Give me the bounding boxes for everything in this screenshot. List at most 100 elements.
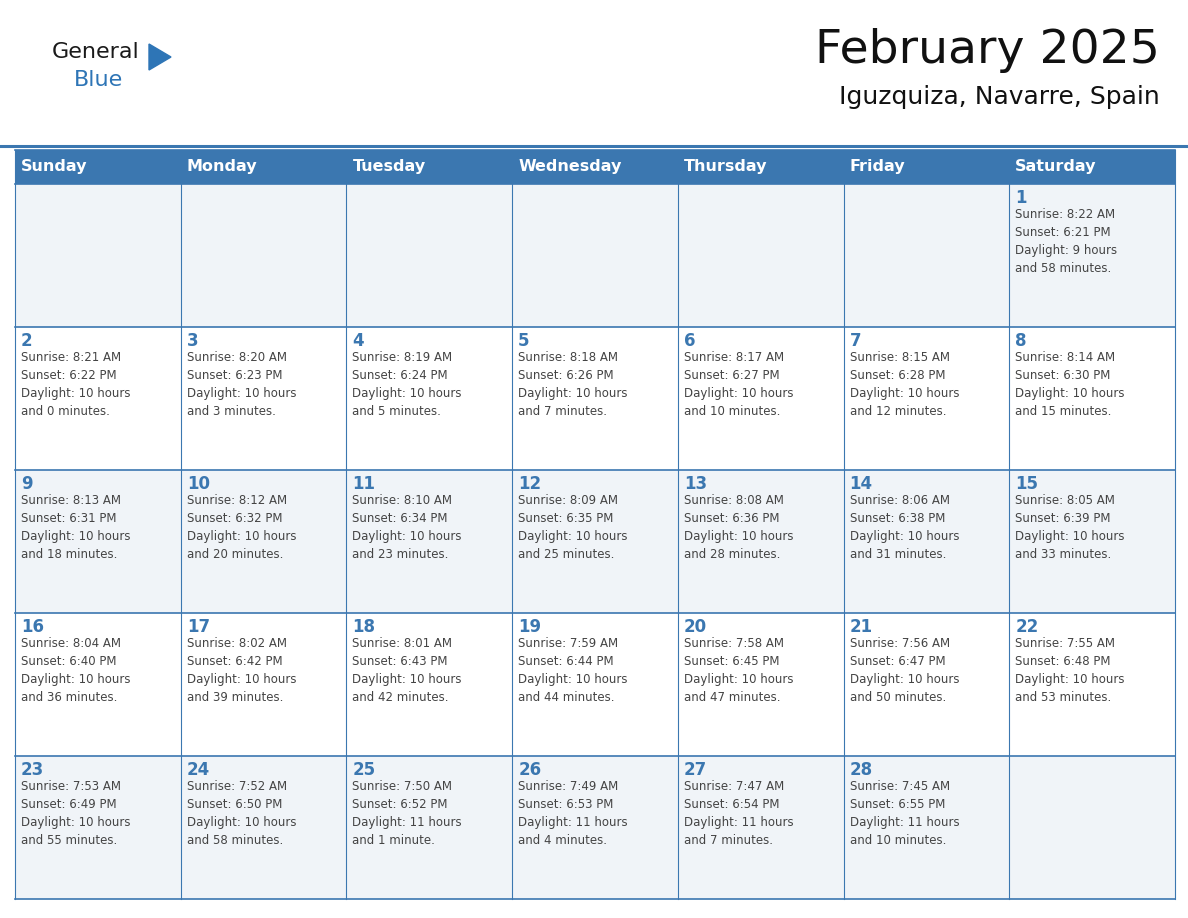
Text: Thursday: Thursday bbox=[684, 160, 767, 174]
Bar bbox=[1010, 756, 1175, 899]
Text: 25: 25 bbox=[353, 761, 375, 779]
Text: 15: 15 bbox=[1016, 475, 1038, 493]
Bar bbox=[347, 327, 512, 470]
Bar bbox=[678, 470, 843, 613]
Bar bbox=[512, 613, 678, 756]
Bar bbox=[678, 150, 843, 184]
Bar bbox=[15, 184, 181, 327]
Bar bbox=[843, 327, 1010, 470]
Text: Sunrise: 8:20 AM
Sunset: 6:23 PM
Daylight: 10 hours
and 3 minutes.: Sunrise: 8:20 AM Sunset: 6:23 PM Dayligh… bbox=[187, 351, 296, 418]
Bar bbox=[678, 327, 843, 470]
Text: February 2025: February 2025 bbox=[815, 28, 1159, 73]
Text: Sunrise: 7:59 AM
Sunset: 6:44 PM
Daylight: 10 hours
and 44 minutes.: Sunrise: 7:59 AM Sunset: 6:44 PM Dayligh… bbox=[518, 637, 627, 704]
Text: 26: 26 bbox=[518, 761, 542, 779]
Bar bbox=[1010, 613, 1175, 756]
Bar bbox=[512, 184, 678, 327]
Text: Sunrise: 8:22 AM
Sunset: 6:21 PM
Daylight: 9 hours
and 58 minutes.: Sunrise: 8:22 AM Sunset: 6:21 PM Dayligh… bbox=[1016, 208, 1118, 275]
Text: Sunrise: 8:09 AM
Sunset: 6:35 PM
Daylight: 10 hours
and 25 minutes.: Sunrise: 8:09 AM Sunset: 6:35 PM Dayligh… bbox=[518, 494, 627, 561]
Bar bbox=[15, 470, 181, 613]
Text: 12: 12 bbox=[518, 475, 542, 493]
Text: Sunrise: 7:58 AM
Sunset: 6:45 PM
Daylight: 10 hours
and 47 minutes.: Sunrise: 7:58 AM Sunset: 6:45 PM Dayligh… bbox=[684, 637, 794, 704]
Text: 23: 23 bbox=[21, 761, 44, 779]
Text: Sunrise: 8:17 AM
Sunset: 6:27 PM
Daylight: 10 hours
and 10 minutes.: Sunrise: 8:17 AM Sunset: 6:27 PM Dayligh… bbox=[684, 351, 794, 418]
Bar bbox=[15, 613, 181, 756]
Text: 19: 19 bbox=[518, 618, 542, 636]
Text: 28: 28 bbox=[849, 761, 873, 779]
Polygon shape bbox=[148, 44, 171, 70]
Text: Sunrise: 8:12 AM
Sunset: 6:32 PM
Daylight: 10 hours
and 20 minutes.: Sunrise: 8:12 AM Sunset: 6:32 PM Dayligh… bbox=[187, 494, 296, 561]
Bar bbox=[512, 150, 678, 184]
Text: 5: 5 bbox=[518, 332, 530, 350]
Text: 21: 21 bbox=[849, 618, 873, 636]
Bar bbox=[512, 470, 678, 613]
Text: 4: 4 bbox=[353, 332, 364, 350]
Text: Sunrise: 8:08 AM
Sunset: 6:36 PM
Daylight: 10 hours
and 28 minutes.: Sunrise: 8:08 AM Sunset: 6:36 PM Dayligh… bbox=[684, 494, 794, 561]
Bar bbox=[181, 150, 347, 184]
Bar bbox=[347, 613, 512, 756]
Bar bbox=[181, 327, 347, 470]
Text: Sunrise: 8:04 AM
Sunset: 6:40 PM
Daylight: 10 hours
and 36 minutes.: Sunrise: 8:04 AM Sunset: 6:40 PM Dayligh… bbox=[21, 637, 131, 704]
Bar bbox=[843, 613, 1010, 756]
Text: Sunrise: 7:52 AM
Sunset: 6:50 PM
Daylight: 10 hours
and 58 minutes.: Sunrise: 7:52 AM Sunset: 6:50 PM Dayligh… bbox=[187, 780, 296, 847]
Text: Sunrise: 8:13 AM
Sunset: 6:31 PM
Daylight: 10 hours
and 18 minutes.: Sunrise: 8:13 AM Sunset: 6:31 PM Dayligh… bbox=[21, 494, 131, 561]
Text: Sunrise: 8:06 AM
Sunset: 6:38 PM
Daylight: 10 hours
and 31 minutes.: Sunrise: 8:06 AM Sunset: 6:38 PM Dayligh… bbox=[849, 494, 959, 561]
Text: 24: 24 bbox=[187, 761, 210, 779]
Bar bbox=[1010, 470, 1175, 613]
Text: 3: 3 bbox=[187, 332, 198, 350]
Bar bbox=[678, 184, 843, 327]
Bar bbox=[15, 327, 181, 470]
Text: Sunrise: 7:50 AM
Sunset: 6:52 PM
Daylight: 11 hours
and 1 minute.: Sunrise: 7:50 AM Sunset: 6:52 PM Dayligh… bbox=[353, 780, 462, 847]
Text: Sunrise: 8:15 AM
Sunset: 6:28 PM
Daylight: 10 hours
and 12 minutes.: Sunrise: 8:15 AM Sunset: 6:28 PM Dayligh… bbox=[849, 351, 959, 418]
Text: 22: 22 bbox=[1016, 618, 1038, 636]
Text: 8: 8 bbox=[1016, 332, 1026, 350]
Bar bbox=[512, 756, 678, 899]
Text: Sunrise: 8:21 AM
Sunset: 6:22 PM
Daylight: 10 hours
and 0 minutes.: Sunrise: 8:21 AM Sunset: 6:22 PM Dayligh… bbox=[21, 351, 131, 418]
Bar bbox=[843, 150, 1010, 184]
Text: 7: 7 bbox=[849, 332, 861, 350]
Text: 16: 16 bbox=[21, 618, 44, 636]
Text: Tuesday: Tuesday bbox=[353, 160, 425, 174]
Text: 20: 20 bbox=[684, 618, 707, 636]
Text: Saturday: Saturday bbox=[1016, 160, 1097, 174]
Text: 1: 1 bbox=[1016, 189, 1026, 207]
Text: Monday: Monday bbox=[187, 160, 258, 174]
Bar bbox=[347, 756, 512, 899]
Bar bbox=[512, 327, 678, 470]
Bar bbox=[843, 470, 1010, 613]
Bar bbox=[1010, 184, 1175, 327]
Bar bbox=[1010, 150, 1175, 184]
Text: Sunrise: 8:05 AM
Sunset: 6:39 PM
Daylight: 10 hours
and 33 minutes.: Sunrise: 8:05 AM Sunset: 6:39 PM Dayligh… bbox=[1016, 494, 1125, 561]
Text: Sunday: Sunday bbox=[21, 160, 88, 174]
Bar bbox=[15, 150, 181, 184]
Bar bbox=[181, 756, 347, 899]
Text: Blue: Blue bbox=[74, 70, 124, 90]
Text: 9: 9 bbox=[21, 475, 32, 493]
Bar bbox=[181, 470, 347, 613]
Bar bbox=[843, 756, 1010, 899]
Bar bbox=[347, 184, 512, 327]
Text: Sunrise: 7:53 AM
Sunset: 6:49 PM
Daylight: 10 hours
and 55 minutes.: Sunrise: 7:53 AM Sunset: 6:49 PM Dayligh… bbox=[21, 780, 131, 847]
Text: 13: 13 bbox=[684, 475, 707, 493]
Bar bbox=[843, 184, 1010, 327]
Text: 11: 11 bbox=[353, 475, 375, 493]
Bar bbox=[678, 613, 843, 756]
Text: 27: 27 bbox=[684, 761, 707, 779]
Text: Iguzquiza, Navarre, Spain: Iguzquiza, Navarre, Spain bbox=[839, 85, 1159, 109]
Bar bbox=[347, 470, 512, 613]
Text: Sunrise: 8:19 AM
Sunset: 6:24 PM
Daylight: 10 hours
and 5 minutes.: Sunrise: 8:19 AM Sunset: 6:24 PM Dayligh… bbox=[353, 351, 462, 418]
Text: General: General bbox=[52, 42, 140, 62]
Bar bbox=[181, 613, 347, 756]
Text: Sunrise: 7:47 AM
Sunset: 6:54 PM
Daylight: 11 hours
and 7 minutes.: Sunrise: 7:47 AM Sunset: 6:54 PM Dayligh… bbox=[684, 780, 794, 847]
Text: 2: 2 bbox=[21, 332, 32, 350]
Text: Wednesday: Wednesday bbox=[518, 160, 621, 174]
Text: Friday: Friday bbox=[849, 160, 905, 174]
Text: Sunrise: 8:18 AM
Sunset: 6:26 PM
Daylight: 10 hours
and 7 minutes.: Sunrise: 8:18 AM Sunset: 6:26 PM Dayligh… bbox=[518, 351, 627, 418]
Text: Sunrise: 7:56 AM
Sunset: 6:47 PM
Daylight: 10 hours
and 50 minutes.: Sunrise: 7:56 AM Sunset: 6:47 PM Dayligh… bbox=[849, 637, 959, 704]
Text: Sunrise: 8:10 AM
Sunset: 6:34 PM
Daylight: 10 hours
and 23 minutes.: Sunrise: 8:10 AM Sunset: 6:34 PM Dayligh… bbox=[353, 494, 462, 561]
Text: Sunrise: 8:02 AM
Sunset: 6:42 PM
Daylight: 10 hours
and 39 minutes.: Sunrise: 8:02 AM Sunset: 6:42 PM Dayligh… bbox=[187, 637, 296, 704]
Bar bbox=[15, 756, 181, 899]
Text: 6: 6 bbox=[684, 332, 695, 350]
Bar bbox=[347, 150, 512, 184]
Text: Sunrise: 8:14 AM
Sunset: 6:30 PM
Daylight: 10 hours
and 15 minutes.: Sunrise: 8:14 AM Sunset: 6:30 PM Dayligh… bbox=[1016, 351, 1125, 418]
Bar bbox=[181, 184, 347, 327]
